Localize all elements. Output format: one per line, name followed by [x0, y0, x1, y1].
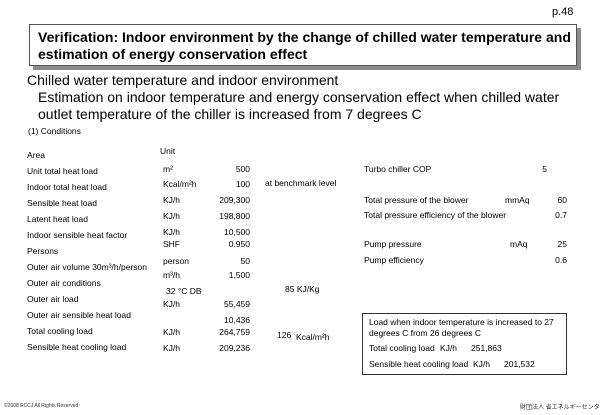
row-value: 1,500	[228, 270, 250, 280]
slide-title: Verification: Indoor environment by the …	[38, 29, 571, 62]
row-label: Unit total heat load	[27, 166, 98, 176]
row-label: Indoor sensible heat factor	[27, 230, 128, 240]
section-description: Estimation on indoor temperature and ene…	[38, 89, 560, 122]
conditions-heading: (1) Conditions	[28, 126, 81, 136]
load-per-area-value: 126	[277, 330, 292, 340]
equipment-label: Total pressure of the blower	[364, 195, 469, 205]
row-value: 264,759	[219, 327, 250, 337]
result-sensible-value: 201,532	[504, 359, 535, 369]
result-total-label: Total cooling load	[369, 343, 435, 353]
equipment-value: 60	[557, 195, 567, 205]
row-unit: KJ/h	[163, 211, 181, 221]
org-logo-text: 財団法人 省エネルギーセンター	[520, 405, 600, 411]
row-value: 0.950	[228, 239, 250, 249]
row-label: Total cooling load	[27, 326, 93, 336]
result-total-value: 251,863	[471, 343, 502, 353]
equipment-value: 0.7	[555, 210, 567, 220]
row-value: 198,800	[219, 211, 250, 221]
row-unit: KJ/h	[163, 299, 181, 309]
row-label: Outer air volume 30m³/h/person	[27, 262, 147, 272]
unit-header: Unit	[160, 146, 176, 156]
result-sensible-unit: KJ/h	[473, 359, 491, 369]
row-unit: m²	[163, 164, 173, 174]
row-label: Sensible heat load	[27, 198, 97, 208]
title-box: Verification: Indoor environment by the …	[29, 24, 577, 66]
copyright: ©2008 ECCJ All Rights Reserved	[4, 403, 79, 409]
outer-air-enthalpy: 85 KJ/Kg	[285, 284, 320, 294]
result-box: Load when indoor temperature is increase…	[362, 313, 567, 375]
row-value: 500	[235, 164, 250, 174]
row-unit: SHF	[163, 239, 180, 249]
load-per-area-unit: Kcal/m²h	[296, 332, 330, 342]
equipment-label: Pump pressure	[364, 239, 422, 249]
row-value: 209,300	[219, 195, 250, 205]
row-value: 10,500	[224, 227, 250, 237]
row-label: Outer air sensible heat load	[27, 310, 131, 320]
equipment-unit: mAq	[510, 239, 528, 249]
section-subtitle: Chilled water temperature and indoor env…	[27, 72, 339, 88]
row-label: Outer air conditions	[27, 278, 101, 288]
row-value: 50	[240, 256, 250, 266]
row-unit: person	[163, 256, 189, 266]
row-unit: 32 °C DB	[166, 286, 202, 296]
row-label: Area	[27, 150, 45, 160]
equipment-label: Turbo chiller COP	[364, 164, 432, 174]
row-unit: KJ/h	[163, 327, 181, 337]
row-value: 100	[235, 179, 250, 189]
benchmark-note: at benchmark level	[265, 178, 337, 188]
equipment-value: 25	[557, 239, 567, 249]
row-label: Latent heat load	[27, 214, 88, 224]
row-value: 10,436	[224, 315, 250, 325]
row-label: Persons	[27, 246, 59, 256]
result-sensible-label: Sensible heat cooling load	[369, 359, 469, 369]
result-total-unit: KJ/h	[440, 343, 458, 353]
row-unit: KJ/h	[163, 195, 181, 205]
equipment-label: Total pressure efficiency of the blower	[364, 210, 507, 220]
row-unit: Kcal/m²h	[163, 179, 197, 189]
row-unit: m³/h	[163, 270, 180, 280]
row-value: 209,236	[219, 343, 250, 353]
page-number: p.48	[552, 6, 574, 18]
equipment-value: 5	[542, 164, 547, 174]
row-unit: KJ/h	[163, 343, 181, 353]
row-unit: KJ/h	[163, 227, 181, 237]
row-label: Sensible heat cooling load	[27, 342, 127, 352]
equipment-value: 0.6	[555, 255, 567, 265]
row-value: 55,459	[224, 299, 250, 309]
result-heading: Load when indoor temperature is increase…	[369, 317, 554, 338]
row-label: Indoor total heat load	[27, 182, 107, 192]
row-label: Outer air load	[27, 294, 79, 304]
equipment-unit: mmAq	[505, 195, 530, 205]
equipment-label: Pump efficiency	[364, 255, 424, 265]
